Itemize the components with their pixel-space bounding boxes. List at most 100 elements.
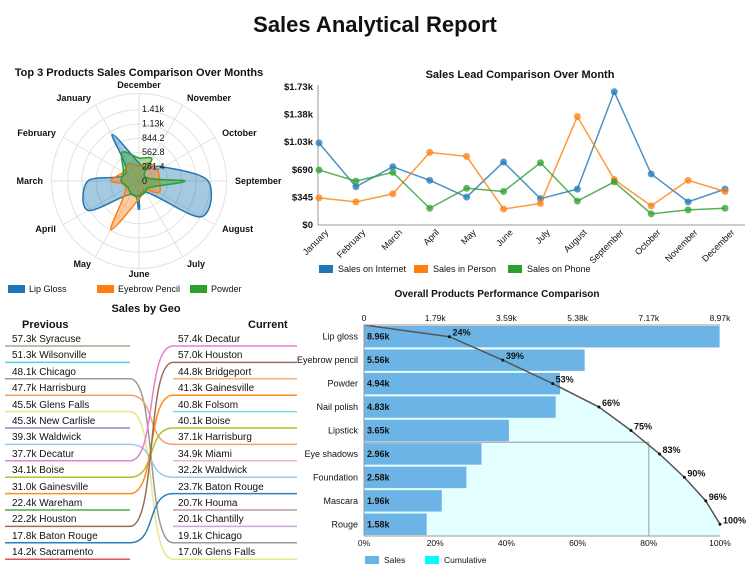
geo-city: Gainesville xyxy=(39,481,89,493)
geo-value: 31.0k xyxy=(12,481,37,493)
bottom-tick-label: 40% xyxy=(498,538,515,548)
x-tick-label: June xyxy=(494,227,515,248)
point-sales-in-person xyxy=(721,187,729,195)
geo-city: Chantilly xyxy=(205,514,244,526)
geo-city: Folsom xyxy=(205,399,239,411)
point-sales-on-internet xyxy=(426,176,434,184)
bar-value-label: 2.58k xyxy=(367,472,391,482)
geo-current-row: 20.1k Chantilly xyxy=(178,514,244,529)
bar-lip-gloss xyxy=(364,326,720,348)
bar-foundation xyxy=(364,466,467,489)
category-label: Nail polish xyxy=(316,402,358,412)
legend-label: Eyebrow Pencil xyxy=(118,284,180,294)
point-sales-on-phone xyxy=(721,204,729,212)
top-tick-label: 5.38k xyxy=(567,313,589,323)
x-tick-label: March xyxy=(379,227,404,252)
x-tick-label: August xyxy=(562,227,589,254)
geo-city: Decatur xyxy=(39,448,75,460)
geo-previous-row: 48.1k Chicago xyxy=(12,367,76,382)
geo-city: Sacramento xyxy=(39,547,94,559)
geo-city: Glens Falls xyxy=(205,547,256,559)
bar-eyebrow-pencil xyxy=(364,349,585,371)
radar-month-label: October xyxy=(222,128,257,138)
geo-city: Syracuse xyxy=(39,334,81,345)
y-tick-label: $690 xyxy=(292,165,313,176)
geo-value: 39.3k xyxy=(12,432,37,444)
line-sales-in-person xyxy=(318,114,726,210)
point-sales-in-person xyxy=(684,176,692,184)
bottom-tick-label: 20% xyxy=(427,538,444,548)
geo-value: 57.4k xyxy=(178,334,203,345)
top-tick-label: 8.97k xyxy=(710,313,732,323)
geo-value: 51.3k xyxy=(12,350,37,362)
cumulative-label: 75% xyxy=(634,422,652,432)
category-label: Lip gloss xyxy=(322,332,358,342)
category-label: Eyebrow pencil xyxy=(297,355,358,365)
y-tick-label: $345 xyxy=(292,192,314,203)
line-title: Sales Lead Comparison Over Month xyxy=(426,69,615,81)
geo-city: Chicago xyxy=(39,366,76,378)
geo-city: Gainesville xyxy=(205,383,255,395)
point-sales-on-phone xyxy=(684,206,692,214)
geo-current-row: 32.2k Waldwick xyxy=(178,465,247,480)
geo-connector xyxy=(129,492,174,544)
geo-previous-row: 22.2k Houston xyxy=(12,514,77,529)
x-tick-label: January xyxy=(301,227,331,257)
geo-previous-row: 45.5k Glens Falls xyxy=(12,400,89,415)
top-tick-label: 3.59k xyxy=(496,313,518,323)
geo-value: 14.2k xyxy=(12,547,37,559)
line-sales-on-internet xyxy=(318,89,726,203)
category-label: Eye shadows xyxy=(304,449,358,459)
geo-current-row: 20.7k Houma xyxy=(178,498,238,513)
cumulative-point xyxy=(657,452,661,456)
legend-label: Lip Gloss xyxy=(29,284,67,294)
legend-swatch xyxy=(425,556,439,564)
radar-spoke xyxy=(94,104,140,182)
geo-previous-row: 14.2k Sacramento xyxy=(12,547,93,562)
geo-value: 41.3k xyxy=(178,383,203,395)
cumulative-label: 100% xyxy=(723,515,746,525)
point-sales-on-internet xyxy=(684,198,692,206)
cumulative-point xyxy=(718,522,722,526)
radar-tick-label: 1.41k xyxy=(142,104,165,114)
geo-value: 22.4k xyxy=(12,498,37,509)
radar-area-lip-gloss xyxy=(82,133,213,218)
legend-swatch xyxy=(319,265,333,273)
cumulative-point xyxy=(597,405,601,409)
geo-city: Harrisburg xyxy=(39,383,86,395)
radar-tick-label: 0 xyxy=(142,176,147,186)
y-tick-label: $1.73k xyxy=(284,82,314,93)
geo-current-row: 57.4k Decatur xyxy=(178,334,240,349)
legend-swatch xyxy=(414,265,428,273)
point-sales-on-phone xyxy=(389,168,397,176)
geo-current-row: 37.1k Harrisburg xyxy=(178,432,252,447)
point-sales-on-internet xyxy=(352,183,360,191)
top-tick-label: 0 xyxy=(362,313,367,323)
geo-current-row: 19.1k Chicago xyxy=(178,531,242,546)
geo-previous-header: Previous xyxy=(22,319,69,331)
geo-previous-row: 22.4k Wareham xyxy=(12,498,82,513)
geo-city: Boise xyxy=(205,416,231,427)
geo-value: 34.9k xyxy=(178,448,203,460)
point-sales-on-internet xyxy=(500,158,508,166)
geo-value: 44.8k xyxy=(178,366,203,378)
x-tick-label: December xyxy=(700,227,736,263)
bar-value-label: 5.56k xyxy=(367,355,391,365)
radar-tick-label: 1.13k xyxy=(142,118,165,128)
legend-label: Cumulative xyxy=(444,555,487,565)
x-tick-label: May xyxy=(459,227,478,246)
cumulative-label: 66% xyxy=(602,398,620,408)
geo-value: 34.1k xyxy=(12,465,37,477)
category-label: Powder xyxy=(327,379,358,389)
y-tick-label: $0 xyxy=(302,220,313,231)
bar-value-label: 8.96k xyxy=(367,332,391,342)
geo-current-row: 41.3k Gainesville xyxy=(178,383,254,398)
geo-current-row: 40.8k Folsom xyxy=(178,400,238,415)
radar-title: Top 3 Products Sales Comparison Over Mon… xyxy=(15,67,264,79)
point-sales-on-phone xyxy=(536,159,544,167)
bar-value-label: 1.58k xyxy=(367,519,391,529)
radar-month-label: July xyxy=(187,259,205,269)
bar-value-label: 3.65k xyxy=(367,426,391,436)
cumulative-point xyxy=(501,358,505,362)
